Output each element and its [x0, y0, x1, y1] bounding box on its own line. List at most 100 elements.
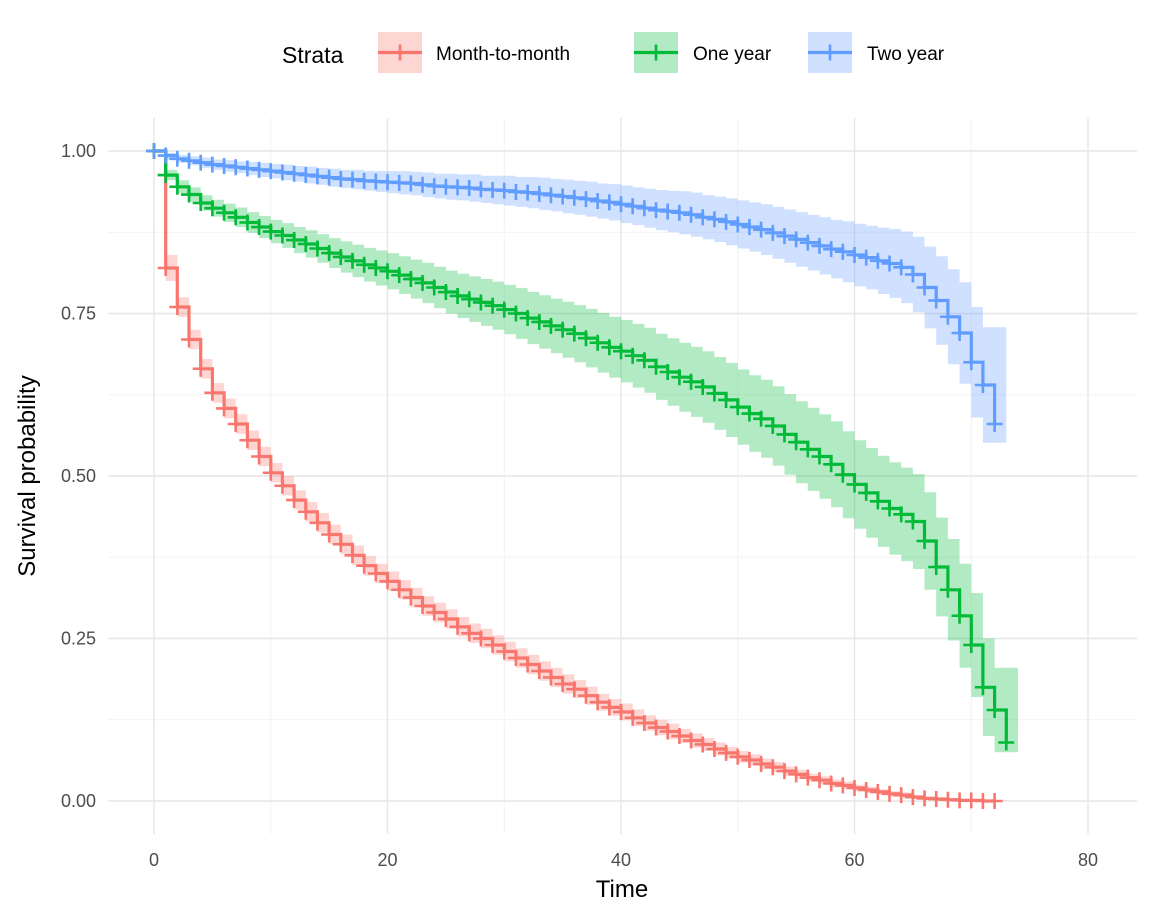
censor-mark-one-year	[939, 581, 956, 598]
censor-mark-month-to-month	[286, 492, 303, 509]
censor-mark-month-to-month	[379, 573, 396, 590]
censor-mark-one-year	[718, 391, 735, 408]
x-tick-label: 60	[844, 850, 864, 870]
censor-mark-month-to-month	[321, 526, 338, 543]
censor-mark-one-year	[834, 466, 851, 483]
censor-mark-one-year	[858, 484, 875, 501]
censor-mark-month-to-month	[554, 676, 571, 692]
censor-marks	[146, 143, 1015, 809]
censor-mark-one-year	[367, 260, 384, 276]
censor-mark-month-to-month	[227, 416, 244, 432]
censor-mark-two-year	[694, 209, 711, 226]
censor-mark-month-to-month	[601, 699, 618, 716]
censor-mark-two-year	[181, 152, 198, 169]
censor-mark-two-year	[741, 219, 758, 236]
censor-mark-one-year	[309, 240, 326, 257]
band-two-year	[154, 151, 1007, 443]
censor-mark-month-to-month	[391, 581, 408, 598]
censor-mark-month-to-month	[823, 775, 840, 792]
censor-mark-month-to-month	[764, 759, 781, 776]
censor-mark-one-year	[671, 369, 688, 386]
censor-mark-one-year	[753, 410, 770, 427]
censor-mark-one-year	[776, 426, 793, 443]
censor-mark-one-year	[916, 533, 933, 549]
censor-mark-one-year	[788, 434, 805, 451]
censor-mark-one-year	[986, 702, 1003, 718]
censor-mark-one-year	[998, 734, 1015, 751]
censor-mark-month-to-month	[309, 514, 326, 531]
censor-mark-month-to-month	[484, 637, 501, 653]
censor-mark-one-year	[204, 200, 221, 217]
censor-mark-two-year	[986, 416, 1003, 432]
censor-mark-one-year	[507, 305, 524, 322]
censor-mark-month-to-month	[461, 625, 478, 642]
censor-mark-two-year	[939, 308, 956, 325]
censor-mark-one-year	[356, 256, 373, 273]
censor-mark-month-to-month	[157, 260, 174, 276]
x-tick-label: 80	[1078, 850, 1098, 870]
censor-mark-one-year	[251, 219, 268, 236]
censor-mark-month-to-month	[753, 755, 770, 772]
x-axis-ticks: 0 20 40 60 80	[149, 850, 1098, 870]
y-tick-label: 0.50	[61, 466, 96, 486]
censor-mark-one-year	[928, 559, 945, 575]
censor-mark-one-year	[484, 297, 501, 314]
censor-mark-month-to-month	[414, 598, 431, 614]
y-tick-label: 0.75	[61, 304, 96, 324]
censor-mark-two-year	[776, 228, 793, 245]
censor-mark-month-to-month	[472, 630, 489, 647]
censor-mark-two-year	[624, 198, 641, 215]
censor-mark-two-year	[671, 204, 688, 221]
censor-mark-one-year	[577, 330, 594, 347]
censor-mark-month-to-month	[216, 400, 233, 417]
legend-item-one-year: One year	[634, 32, 772, 73]
censor-mark-month-to-month	[449, 618, 466, 635]
censor-mark-one-year	[239, 214, 256, 231]
censor-mark-month-to-month	[262, 464, 279, 481]
censor-mark-two-year	[963, 354, 980, 371]
censor-mark-one-year	[227, 209, 244, 226]
censor-mark-month-to-month	[192, 360, 209, 377]
censor-mark-month-to-month	[869, 783, 886, 800]
legend-title: Strata	[282, 42, 344, 68]
censor-mark-one-year	[951, 607, 968, 624]
y-axis-ticks: 0.00 0.25 0.50 0.75 1.00	[61, 141, 96, 811]
censor-mark-one-year	[729, 399, 746, 416]
y-axis-title: Survival probability	[14, 375, 41, 576]
censor-mark-one-year	[683, 373, 700, 390]
censor-mark-one-year	[706, 385, 723, 402]
censor-mark-month-to-month	[204, 384, 221, 401]
censor-mark-two-year	[974, 377, 991, 393]
x-axis-title: Time	[596, 876, 648, 903]
censor-mark-month-to-month	[776, 763, 793, 780]
censor-mark-two-year	[718, 213, 735, 230]
censor-mark-one-year	[286, 232, 303, 249]
legend-item-month-to-month: Month-to-month	[378, 32, 570, 73]
censor-mark-one-year	[694, 378, 711, 395]
censor-mark-month-to-month	[834, 777, 851, 794]
censor-mark-month-to-month	[624, 709, 641, 726]
censor-mark-one-year	[811, 448, 828, 465]
censor-mark-two-year	[881, 255, 898, 272]
censor-mark-month-to-month	[741, 752, 758, 769]
censor-mark-two-year	[799, 234, 816, 251]
censor-mark-month-to-month	[519, 656, 536, 673]
censor-mark-one-year	[496, 301, 513, 318]
legend-key-plus-icon	[822, 44, 838, 61]
censor-mark-two-year	[764, 224, 781, 241]
censor-mark-month-to-month	[986, 793, 1003, 809]
censor-mark-two-year	[729, 216, 746, 233]
censor-mark-month-to-month	[648, 719, 665, 736]
censor-mark-one-year	[297, 235, 314, 252]
censor-mark-month-to-month	[671, 728, 688, 744]
censor-mark-month-to-month	[799, 769, 816, 786]
censor-mark-one-year	[613, 343, 629, 360]
censor-mark-two-year	[192, 154, 209, 171]
censor-mark-two-year	[636, 200, 653, 217]
censor-mark-one-year	[893, 506, 910, 523]
censor-mark-one-year	[426, 279, 443, 296]
censor-mark-two-year	[869, 252, 886, 269]
censor-mark-two-year	[928, 292, 945, 309]
censor-mark-month-to-month	[904, 789, 921, 806]
